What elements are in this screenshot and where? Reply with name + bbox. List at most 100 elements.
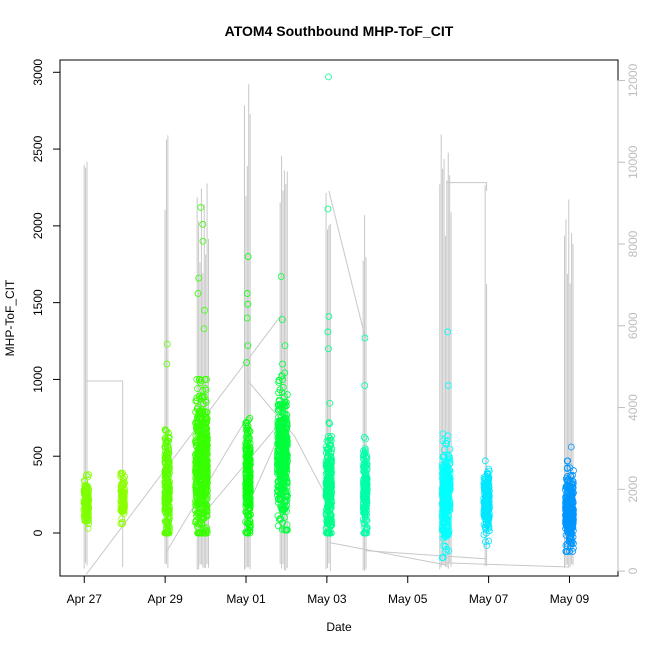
- data-point: [483, 469, 491, 477]
- data-point: [202, 386, 210, 394]
- data-point: [564, 527, 571, 535]
- x-axis-label: Date: [326, 620, 352, 634]
- data-point: [196, 489, 204, 497]
- data-point: [444, 531, 452, 539]
- data-point: [197, 204, 205, 211]
- data-point: [275, 378, 283, 386]
- data-point: [327, 529, 335, 537]
- data-point: [117, 520, 125, 528]
- data-point: [194, 509, 202, 516]
- data-point: [242, 439, 250, 447]
- data-point: [117, 506, 125, 514]
- data-point: [484, 513, 492, 521]
- data-point: [481, 457, 489, 465]
- data-point: [325, 73, 332, 81]
- data-point: [244, 342, 252, 350]
- y-tick-label: 0: [31, 529, 45, 536]
- data-point: [202, 504, 209, 512]
- data-point: [163, 504, 170, 511]
- data-point: [444, 501, 452, 508]
- data-point: [198, 393, 205, 401]
- data-point: [444, 515, 452, 522]
- data-point: [438, 489, 446, 497]
- data-point: [117, 469, 125, 477]
- data-point: [164, 529, 172, 537]
- data-point: [164, 488, 172, 496]
- data-point: [275, 437, 283, 445]
- data-point: [563, 476, 571, 484]
- data-point: [326, 441, 334, 449]
- y-tick-label: 2000: [31, 212, 45, 239]
- data-point: [363, 491, 370, 499]
- data-point: [444, 432, 452, 440]
- data-point: [276, 472, 284, 480]
- data-point: [438, 461, 446, 469]
- data-point: [242, 426, 250, 434]
- data-point: [244, 253, 252, 260]
- data-point: [440, 509, 448, 517]
- data-point: [444, 512, 452, 520]
- axes: Apr 27 Apr 29 May 01 May 03 May 05 May 07 May …: [31, 59, 640, 606]
- data-point: [442, 458, 450, 466]
- data-point: [563, 473, 571, 480]
- data-point: [444, 382, 452, 389]
- data-point: [196, 447, 203, 455]
- data-point: [242, 493, 250, 501]
- secondary-connector-line: [446, 182, 488, 191]
- data-point: [242, 499, 250, 507]
- data-point: [327, 449, 335, 457]
- data-point: [243, 462, 251, 470]
- data-point: [283, 422, 291, 430]
- data-point: [161, 480, 169, 488]
- data-point: [198, 447, 206, 454]
- data-point: [165, 528, 173, 536]
- data-point: [244, 300, 252, 308]
- data-point: [194, 412, 202, 420]
- data-point: [281, 369, 289, 377]
- x-tick-label: May 05: [388, 592, 428, 606]
- data-point: [274, 424, 282, 432]
- data-point: [195, 523, 203, 531]
- data-point: [275, 468, 283, 475]
- data-point: [439, 485, 447, 493]
- data-point: [84, 473, 92, 481]
- data-point: [568, 521, 576, 529]
- data-point: [567, 485, 575, 493]
- data-point: [194, 385, 201, 392]
- data-point: [328, 432, 335, 440]
- data-point: [326, 399, 334, 407]
- data-point: [324, 328, 332, 336]
- data-point: [567, 471, 574, 479]
- data-point: [192, 483, 200, 491]
- data-point: [280, 477, 287, 485]
- data-point: [485, 537, 493, 545]
- data-point: [278, 473, 286, 481]
- data-point: [446, 482, 454, 490]
- data-point: [164, 520, 171, 528]
- data-point: [362, 504, 370, 511]
- data-point: [275, 495, 282, 503]
- data-point: [243, 314, 251, 322]
- data-point: [325, 501, 333, 509]
- data-point: [482, 492, 490, 499]
- data-point: [325, 313, 333, 320]
- data-point: [81, 512, 89, 519]
- data-point: [564, 464, 571, 472]
- data-point: [325, 345, 332, 353]
- data-point: [361, 334, 369, 342]
- data-point: [203, 424, 210, 432]
- data-point: [242, 518, 250, 526]
- data-point: [441, 446, 448, 454]
- data-point: [363, 482, 371, 490]
- data-point: [275, 400, 282, 408]
- data-point: [200, 435, 208, 443]
- data-point: [193, 424, 201, 432]
- data-point: [282, 415, 290, 423]
- data-point: [278, 525, 286, 533]
- data-point: [244, 461, 252, 469]
- data-point: [117, 502, 125, 510]
- data-point: [361, 496, 369, 503]
- data-point: [485, 475, 493, 483]
- data-point: [162, 518, 170, 526]
- data-point: [276, 476, 284, 484]
